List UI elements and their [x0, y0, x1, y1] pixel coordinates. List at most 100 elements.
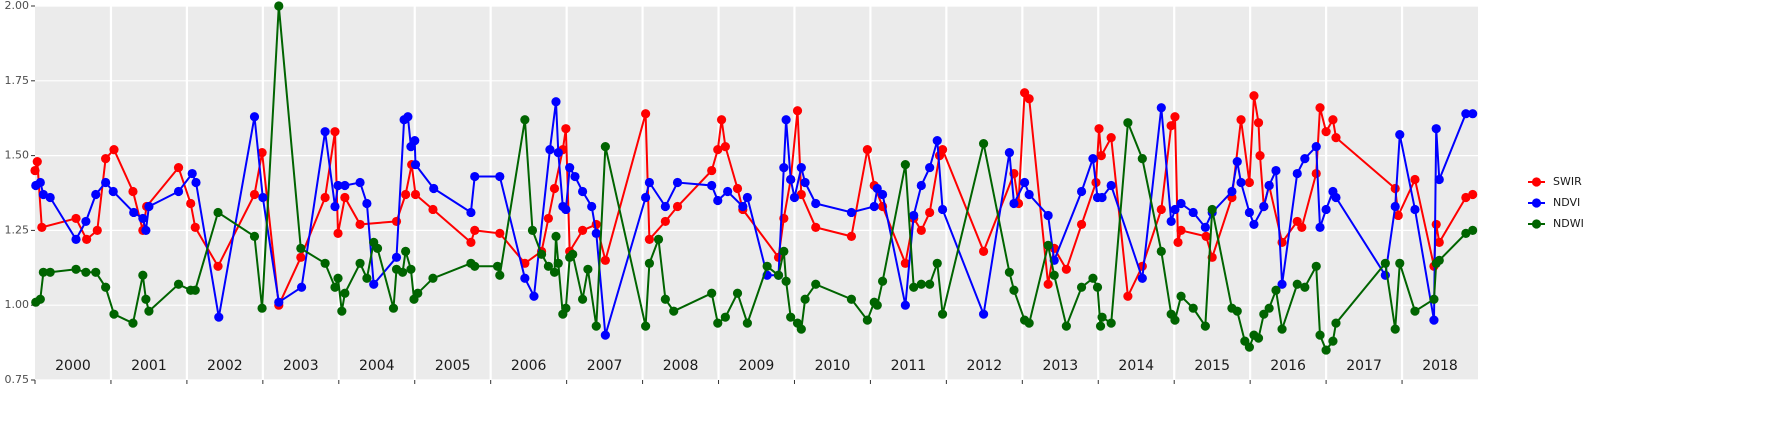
- data-point: [186, 198, 196, 209]
- data-point: [1076, 282, 1087, 292]
- data-point: [543, 261, 554, 271]
- data-point: [900, 300, 910, 310]
- data-point: [565, 162, 575, 173]
- data-point: [742, 318, 752, 328]
- data-point: [35, 177, 45, 188]
- data-point: [138, 213, 148, 224]
- data-point: [340, 192, 350, 203]
- data-point: [1176, 291, 1186, 301]
- data-point: [909, 282, 919, 292]
- data-point: [81, 267, 91, 277]
- data-point: [1434, 174, 1444, 185]
- data-point: [587, 201, 597, 212]
- data-point: [1095, 321, 1106, 331]
- data-point: [1264, 303, 1274, 313]
- data-point: [1253, 333, 1264, 343]
- data-point: [141, 294, 151, 304]
- data-point: [372, 243, 383, 253]
- data-point: [720, 312, 730, 322]
- data-point: [141, 225, 151, 235]
- data-point: [1232, 156, 1242, 167]
- data-point: [1468, 225, 1478, 235]
- data-point: [32, 156, 42, 167]
- data-point: [173, 186, 184, 197]
- data-point: [333, 273, 343, 283]
- data-point: [1156, 204, 1166, 215]
- data-point: [495, 228, 505, 238]
- y-tick-label: 0.75: [5, 373, 30, 386]
- data-point: [333, 180, 343, 191]
- x-tick-label: 2004: [359, 358, 395, 374]
- data-point: [1106, 318, 1116, 328]
- data-point: [796, 324, 806, 334]
- data-point: [932, 136, 942, 146]
- data-point: [1311, 142, 1321, 152]
- y-tick-label: 1.00: [5, 298, 30, 311]
- data-point: [978, 246, 989, 256]
- data-point: [470, 171, 480, 182]
- data-point: [591, 228, 601, 238]
- data-point: [91, 189, 101, 200]
- data-point: [388, 303, 399, 313]
- data-point: [362, 198, 372, 209]
- data-point: [1277, 279, 1287, 289]
- data-point: [937, 309, 948, 319]
- data-point: [1390, 183, 1400, 194]
- data-point: [644, 234, 655, 244]
- data-point: [128, 318, 138, 328]
- data-point: [732, 288, 743, 298]
- data-point: [1244, 207, 1254, 218]
- data-point: [391, 216, 402, 227]
- data-point: [37, 222, 47, 233]
- data-point: [577, 225, 588, 235]
- data-point: [707, 180, 717, 191]
- data-point: [591, 321, 601, 331]
- data-point: [1434, 237, 1444, 247]
- data-point: [355, 177, 365, 188]
- data-point: [1264, 180, 1274, 191]
- data-point: [1468, 109, 1478, 119]
- data-point: [786, 312, 796, 322]
- data-point: [410, 136, 420, 146]
- data-point: [1097, 192, 1107, 203]
- data-point: [1061, 264, 1071, 274]
- data-point: [1259, 309, 1269, 319]
- data-point: [428, 204, 438, 215]
- data-point: [779, 162, 789, 173]
- data-point: [1292, 279, 1302, 289]
- x-tick-label: 2012: [967, 358, 1003, 374]
- data-point: [773, 270, 784, 280]
- data-point: [257, 148, 267, 158]
- data-point: [786, 174, 796, 185]
- data-point: [916, 180, 926, 191]
- data-point: [641, 109, 651, 119]
- data-point: [257, 303, 267, 313]
- data-point: [781, 115, 791, 125]
- data-point: [1076, 186, 1087, 197]
- data-point: [877, 189, 888, 200]
- data-point: [144, 201, 154, 212]
- data-point: [1390, 201, 1400, 212]
- data-point: [1315, 103, 1325, 113]
- data-point: [173, 279, 184, 289]
- data-point: [800, 294, 810, 304]
- data-point: [716, 115, 727, 125]
- data-point: [1170, 204, 1180, 215]
- data-point: [1232, 306, 1242, 316]
- data-point: [707, 165, 717, 176]
- data-point: [144, 306, 154, 316]
- data-point: [1321, 127, 1331, 137]
- data-point: [38, 267, 48, 277]
- data-point: [1311, 261, 1321, 271]
- data-point: [333, 228, 343, 238]
- data-point: [1004, 267, 1015, 277]
- data-point: [742, 192, 752, 203]
- data-point: [1393, 210, 1403, 221]
- data-point: [191, 177, 201, 188]
- legend-label: SWIR: [1553, 175, 1582, 188]
- data-point: [258, 192, 268, 203]
- data-point: [1300, 153, 1310, 164]
- data-point: [1166, 121, 1176, 131]
- data-point: [577, 294, 588, 304]
